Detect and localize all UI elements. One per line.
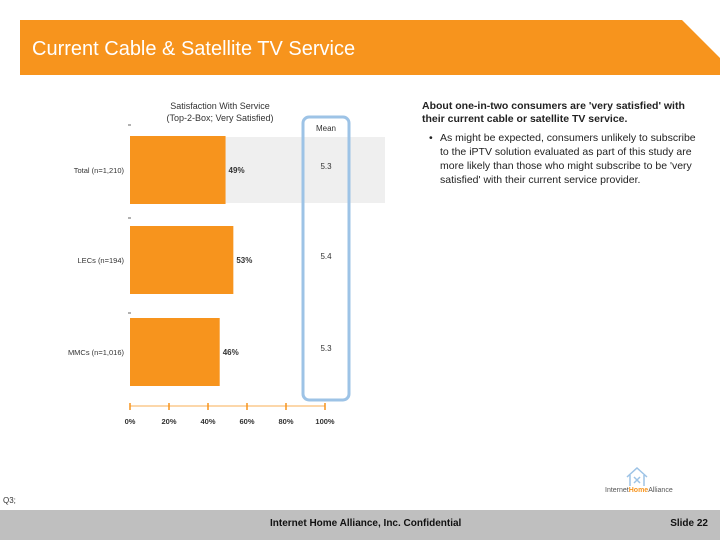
commentary-heading: About one-in-two consumers are 'very sat… — [422, 100, 685, 125]
chart-subtitle: (Top-2-Box; Very Satisfied) — [166, 113, 274, 123]
x-tick-label: 40% — [200, 417, 215, 426]
internet-home-alliance-logo: InternetHomeAlliance — [605, 465, 695, 500]
chart-title: Satisfaction With Service — [170, 101, 270, 111]
x-tick-label: 100% — [315, 417, 335, 426]
category-label: Total (n=1,210) — [74, 166, 125, 175]
x-tick-label: 0% — [125, 417, 136, 426]
x-tick-label: 80% — [278, 417, 293, 426]
x-tick-label: 20% — [161, 417, 176, 426]
mean-header: Mean — [316, 124, 336, 133]
page-fold — [682, 20, 720, 58]
x-tick-label: 60% — [239, 417, 254, 426]
commentary-bullet-text: As might be expected, consumers unlikely… — [440, 132, 696, 186]
header-banner: Current Cable & Satellite TV Service — [20, 20, 720, 75]
confidential-label: Internet Home Alliance, Inc. Confidentia… — [270, 518, 462, 529]
bullet-icon: • — [429, 132, 433, 144]
footer-bar: Internet Home Alliance, Inc. Confidentia… — [0, 510, 720, 540]
mean-highlight-box — [301, 115, 351, 402]
slide-title: Current Cable & Satellite TV Service — [32, 38, 356, 60]
mean-value: 5.3 — [320, 344, 332, 353]
source-note: Q3; — [3, 496, 16, 505]
logo-text: InternetHomeAlliance — [605, 487, 673, 494]
bar-value-label: 49% — [229, 166, 245, 175]
mean-value: 5.4 — [320, 252, 332, 261]
bar — [130, 318, 220, 386]
mean-value: 5.3 — [320, 162, 332, 171]
category-label: MMCs (n=1,016) — [68, 348, 125, 357]
bar — [130, 226, 234, 294]
chart-title-block: Satisfaction With Service (Top-2-Box; Ve… — [150, 100, 290, 124]
bar — [130, 136, 226, 204]
bar-value-label: 46% — [223, 348, 239, 357]
house-icon — [626, 466, 648, 486]
commentary-bullet: • As might be expected, consumers unlike… — [422, 131, 702, 187]
slide-number: Slide 22 — [670, 518, 708, 529]
bar-value-label: 53% — [236, 256, 252, 265]
commentary: About one-in-two consumers are 'very sat… — [422, 100, 702, 187]
category-label: LECs (n=194) — [78, 256, 125, 265]
